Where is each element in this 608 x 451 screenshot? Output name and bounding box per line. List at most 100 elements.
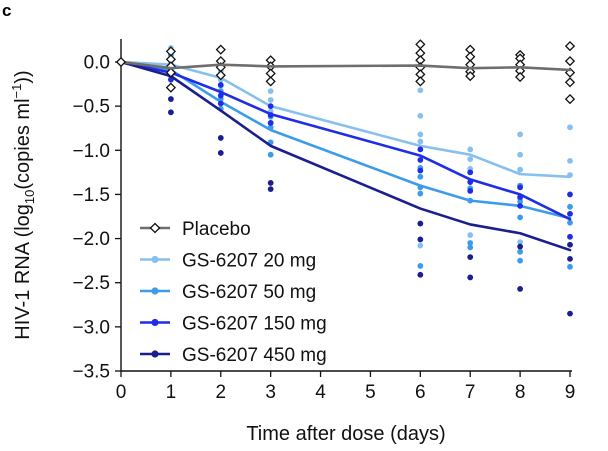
data-point [567, 191, 573, 198]
x-tick-label: 0 [116, 382, 127, 403]
data-point [417, 263, 424, 269]
series-group [119, 39, 576, 105]
series-mean-line [119, 60, 572, 220]
legend-marker [151, 255, 159, 264]
y-tick-label: −0.5 [72, 97, 110, 118]
data-point [517, 184, 524, 191]
data-point [167, 109, 174, 116]
legend-label: GS-6207 450 mg [182, 345, 327, 366]
legend-label: GS-6207 150 mg [182, 314, 327, 335]
data-point [267, 120, 274, 126]
data-point [267, 103, 274, 110]
x-tick-label: 8 [515, 382, 526, 403]
y-tick-label: −3.5 [72, 362, 110, 383]
y-axis-title-suffix: )) [12, 70, 34, 83]
data-point [517, 239, 524, 246]
data-point [517, 243, 524, 250]
series-group [119, 60, 573, 317]
legend-marker [149, 222, 161, 234]
data-point [567, 233, 573, 240]
data-point [417, 112, 424, 119]
data-point [567, 203, 573, 210]
placebo-point [215, 44, 226, 55]
data-point [517, 198, 524, 205]
axes [120, 39, 572, 372]
data-point [467, 240, 474, 246]
data-point [417, 87, 424, 94]
legend-item: GS-6207 20 mg [140, 251, 316, 272]
data-point [517, 203, 524, 209]
y-ticks: 0.0 −0.5 −1.0 −1.5 −2.0 −2.5 −3.0 −3.5 [72, 53, 121, 383]
y-tick-label: −1.0 [72, 141, 110, 162]
data-point [417, 131, 424, 138]
data-point [467, 274, 474, 281]
legend-item: GS-6207 150 mg [140, 314, 327, 335]
y-axis-title-prefix: HIV-1 RNA (log [12, 204, 34, 340]
data-point [267, 97, 274, 103]
x-ticks: 0 1 2 3 4 5 6 7 8 9 [116, 371, 576, 403]
x-tick-label: 4 [315, 382, 326, 403]
legend-label: Placebo [182, 219, 251, 240]
legend-label: GS-6207 20 mg [182, 251, 316, 272]
data-point [567, 255, 573, 262]
origin-point [115, 56, 127, 68]
data-point [567, 310, 573, 317]
placebo-point [265, 76, 276, 87]
data-point [267, 151, 274, 158]
y-tick-label: 0.0 [84, 53, 110, 74]
data-point [467, 232, 474, 238]
legend-marker [151, 287, 159, 295]
placebo-point [564, 55, 576, 67]
data-point [467, 146, 474, 153]
data-point [417, 157, 424, 163]
legend-marker [151, 318, 159, 327]
x-axis-title: Time after dose (days) [246, 423, 445, 445]
data-point [417, 271, 424, 278]
data-point [417, 220, 424, 227]
data-point [167, 96, 174, 102]
placebo-point [564, 93, 576, 105]
placebo-point [415, 76, 426, 87]
data-point [217, 92, 224, 99]
data-point [217, 100, 224, 107]
x-tick-label: 9 [565, 382, 576, 403]
data-point [517, 257, 524, 264]
data-point [517, 131, 524, 138]
data-point [417, 167, 424, 174]
x-tick-label: 6 [415, 382, 426, 403]
x-tick-label: 5 [365, 382, 376, 403]
legend-item: GS-6207 50 mg [140, 282, 316, 303]
series-mean-line [119, 60, 572, 221]
y-axis-title-sup: −1 [9, 84, 24, 99]
y-tick-label: −3.0 [72, 317, 110, 338]
placebo-point [465, 71, 476, 82]
y-axis-title-middle: (copies ml [12, 98, 34, 189]
x-tick-label: 1 [166, 382, 177, 403]
data-point [567, 263, 573, 270]
data-point [467, 187, 474, 194]
data-point [517, 151, 524, 158]
x-tick-label: 3 [265, 382, 276, 403]
data-point [217, 82, 224, 88]
legend-marker [151, 350, 159, 358]
panel-label: c [2, 1, 11, 20]
x-tick-label: 2 [215, 382, 226, 403]
data-point [567, 124, 573, 131]
data-point [517, 214, 524, 221]
data-point [567, 219, 573, 226]
y-tick-label: −2.5 [72, 273, 110, 294]
x-tick-label: 7 [465, 382, 476, 403]
data-point [467, 169, 474, 176]
data-point [567, 210, 573, 217]
placebo-point [564, 40, 576, 52]
data-point [417, 146, 424, 153]
series-layer [115, 39, 576, 317]
data-point [517, 166, 524, 173]
data-point [417, 138, 424, 145]
y-tick-label: −2.0 [72, 229, 110, 250]
data-point [417, 236, 424, 243]
placebo-point [564, 77, 576, 88]
series-mean-line [119, 60, 572, 72]
data-point [417, 173, 424, 180]
